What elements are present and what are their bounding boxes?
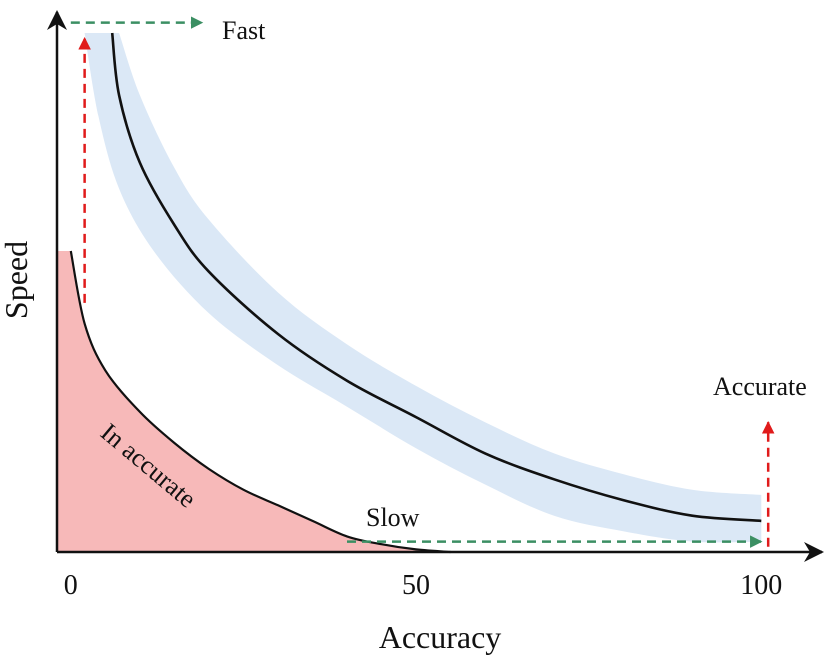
tradeoff-curve bbox=[110, 32, 762, 523]
fast-label: Fast bbox=[222, 16, 266, 45]
x-axis-title: Accuracy bbox=[379, 619, 502, 655]
y-axis-title: Speed bbox=[0, 241, 34, 319]
x-tick-label: 100 bbox=[740, 570, 782, 601]
x-tick-label: 0 bbox=[64, 570, 78, 601]
x-tick-label: 50 bbox=[402, 570, 430, 601]
inaccurate-boundary-curve bbox=[69, 250, 451, 554]
confidence-band bbox=[84, 33, 762, 543]
x-tick-labels: 0 50 100 bbox=[64, 570, 782, 601]
inaccurate-region bbox=[57, 251, 451, 552]
accurate-label: Accurate bbox=[713, 372, 807, 401]
slow-label: Slow bbox=[366, 503, 420, 532]
